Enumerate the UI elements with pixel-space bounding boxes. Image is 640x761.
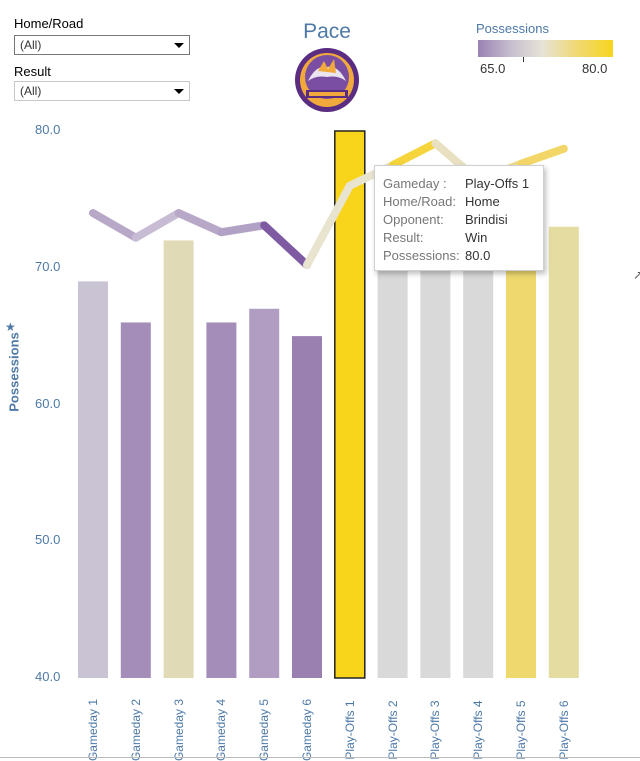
bar-gameday-4[interactable]	[206, 322, 237, 678]
tooltip-value: Win	[465, 230, 488, 245]
bar-play-offs-2[interactable]	[377, 267, 408, 678]
bar-play-offs-5[interactable]	[506, 267, 536, 678]
edge-marker-icon: ↗	[633, 268, 640, 282]
tooltip-row-result: Result: Win	[383, 229, 487, 247]
y-tick-label: 40.0	[35, 669, 61, 684]
x-tick-label: Gameday 2	[128, 698, 143, 761]
bar-play-offs-6[interactable]	[548, 226, 579, 678]
x-tick-label: Play-Offs 5	[514, 700, 528, 760]
x-tick-label: Gameday 3	[171, 698, 186, 761]
y-tick-label: 70.0	[35, 258, 61, 274]
tooltip-row-opponent: Opponent: Brindisi	[383, 211, 508, 229]
color-legend-bar	[478, 40, 613, 57]
bar-gameday-2[interactable]	[120, 322, 151, 678]
bar-gameday-3[interactable]	[163, 240, 194, 678]
legend-marker	[523, 57, 524, 62]
result-select[interactable]: (All)	[14, 81, 190, 101]
y-tick-label: 60.0	[35, 395, 61, 411]
trend-line-segment[interactable]	[388, 139, 440, 170]
trend-line-segment[interactable]	[217, 221, 269, 237]
tooltip-value: Brindisi	[465, 212, 508, 227]
x-tick-label: Gameday 4	[214, 698, 229, 761]
bar-gameday-6[interactable]	[292, 336, 322, 678]
tooltip-row-gameday: Gameday : Play-Offs 1	[383, 175, 529, 193]
divider	[0, 757, 640, 758]
y-tick-label: 50.0	[35, 532, 61, 548]
tooltip-row-possessions: Possessions: 80.0	[383, 247, 490, 265]
chevron-down-icon[interactable]	[174, 43, 184, 48]
trend-line-segment[interactable]	[517, 144, 568, 168]
bar-gameday-1[interactable]	[78, 281, 108, 678]
legend-max-label: 80.0	[582, 61, 608, 76]
tooltip-key: Result:	[383, 230, 424, 245]
bar-play-offs-4[interactable]	[463, 267, 494, 678]
trend-line-segment[interactable]	[131, 209, 183, 242]
tooltip-key: Opponent:	[383, 212, 444, 227]
x-tick-label: Play-Offs 3	[428, 700, 443, 760]
x-tick-label: Play-Offs 2	[385, 700, 400, 760]
x-tick-label: Gameday 6	[300, 698, 314, 761]
trend-line-segment[interactable]	[89, 209, 140, 242]
pin-icon[interactable]: ★	[5, 320, 16, 334]
result-filter-label: Result	[14, 64, 51, 79]
tooltip-key: Gameday :	[383, 176, 447, 191]
result-select-value: (All)	[20, 84, 42, 98]
tooltip-row-home-road: Home/Road: Home	[383, 193, 500, 211]
trend-line-segment[interactable]	[303, 181, 354, 270]
bar-play-offs-1[interactable]	[334, 130, 366, 679]
x-tick-label: Gameday 5	[257, 698, 272, 761]
tooltip-key: Home/Road:	[383, 194, 456, 209]
home-road-filter-label: Home/Road	[14, 16, 84, 31]
x-tick-label: Gameday 1	[86, 698, 100, 761]
home-road-select-value: (All)	[20, 38, 42, 52]
x-tick-label: Play-Offs 6	[556, 700, 571, 760]
tooltip-value: 80.0	[465, 248, 491, 263]
legend-min-label: 65.0	[480, 61, 506, 76]
x-tick-label: Play-Offs 4	[471, 700, 486, 760]
x-tick-label: Play-Offs 1	[342, 700, 357, 760]
y-tick-label: 80.0	[35, 122, 61, 137]
legend-title: Possessions	[476, 21, 549, 36]
chevron-down-icon[interactable]	[174, 89, 184, 94]
page-title: Pace	[303, 20, 351, 43]
tooltip-value: Home	[465, 194, 500, 209]
tooltip-value: Play-Offs 1	[465, 176, 530, 191]
team-logo-icon	[295, 48, 359, 112]
home-road-select[interactable]: (All)	[14, 35, 190, 55]
tooltip-key: Possessions:	[383, 248, 460, 263]
bar-gameday-5[interactable]	[249, 308, 280, 678]
tooltip: Gameday : Play-Offs 1 Home/Road: Home Op…	[374, 165, 544, 271]
bar-play-offs-3[interactable]	[420, 267, 451, 678]
trend-line-segment[interactable]	[260, 221, 311, 270]
trend-line-segment[interactable]	[174, 209, 226, 237]
